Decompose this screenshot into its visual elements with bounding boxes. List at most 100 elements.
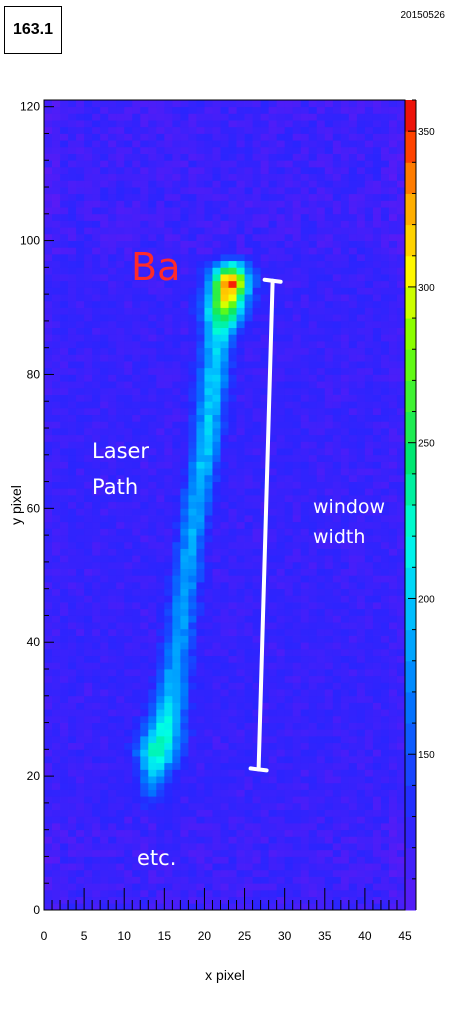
heatmap-cell bbox=[276, 622, 286, 630]
heatmap-cell bbox=[364, 314, 374, 322]
heatmap-cell bbox=[92, 856, 101, 864]
heatmap-cell bbox=[100, 682, 109, 690]
heatmap-cell bbox=[188, 468, 197, 476]
heatmap-cell bbox=[52, 367, 61, 375]
heatmap-cell bbox=[388, 555, 398, 563]
heatmap-cell bbox=[140, 889, 149, 898]
heatmap-cell bbox=[244, 602, 253, 610]
heatmap-cell bbox=[140, 849, 149, 857]
heatmap-cell bbox=[124, 428, 133, 436]
heatmap-cell bbox=[92, 622, 101, 630]
heatmap-cell bbox=[172, 782, 181, 790]
heatmap-cell bbox=[68, 889, 77, 898]
heatmap-cell bbox=[164, 461, 173, 469]
heatmap-cell bbox=[396, 448, 406, 456]
heatmap-cell bbox=[148, 528, 157, 536]
heatmap-cell bbox=[348, 595, 358, 603]
heatmap-cell bbox=[316, 180, 326, 188]
heatmap-cell bbox=[396, 709, 406, 717]
heatmap-cell bbox=[284, 173, 294, 181]
heatmap-cell bbox=[116, 247, 125, 255]
heatmap-cell bbox=[340, 173, 350, 181]
heatmap-cell bbox=[100, 575, 109, 583]
heatmap-cell bbox=[68, 428, 77, 436]
heatmap-cell bbox=[364, 843, 374, 851]
heatmap-cell bbox=[212, 568, 221, 576]
heatmap-cell bbox=[260, 628, 270, 636]
heatmap-cell bbox=[172, 555, 181, 563]
heatmap-cell bbox=[396, 796, 406, 804]
heatmap-cell bbox=[180, 535, 189, 543]
heatmap-cell bbox=[236, 822, 245, 831]
heatmap-cell bbox=[316, 494, 326, 503]
heatmap-cell bbox=[332, 541, 342, 549]
heatmap-cell bbox=[52, 568, 61, 576]
heatmap-cell bbox=[324, 682, 334, 690]
heatmap-cell bbox=[372, 287, 382, 295]
heatmap-cell bbox=[396, 327, 406, 335]
heatmap-cell bbox=[308, 689, 318, 697]
heatmap-cell bbox=[332, 300, 342, 308]
heatmap-cell bbox=[220, 735, 229, 744]
heatmap-cell bbox=[148, 481, 157, 489]
heatmap-cell bbox=[164, 468, 173, 476]
heatmap-cell bbox=[52, 856, 61, 864]
heatmap-cell bbox=[212, 729, 221, 737]
heatmap-cell bbox=[332, 535, 342, 543]
heatmap-cell bbox=[100, 515, 109, 523]
heatmap-cell bbox=[284, 347, 294, 355]
heatmap-cell bbox=[156, 615, 165, 623]
heatmap-cell bbox=[172, 508, 181, 516]
heatmap-cell bbox=[236, 401, 245, 409]
heatmap-cell bbox=[252, 802, 261, 810]
heatmap-cell bbox=[340, 340, 350, 349]
heatmap-cell bbox=[228, 669, 237, 677]
heatmap-cell bbox=[284, 883, 294, 891]
heatmap-cell bbox=[228, 474, 237, 482]
heatmap-cell bbox=[364, 528, 374, 536]
heatmap-cell bbox=[68, 481, 77, 489]
heatmap-cell bbox=[308, 300, 318, 308]
heatmap-cell bbox=[316, 300, 326, 308]
heatmap-cell bbox=[284, 689, 294, 697]
heatmap-cell bbox=[132, 240, 141, 248]
heatmap-cell bbox=[124, 414, 133, 422]
heatmap-cell bbox=[348, 561, 358, 569]
heatmap-cell bbox=[52, 635, 61, 643]
heatmap-cell bbox=[236, 809, 245, 817]
heatmap-cell bbox=[212, 588, 221, 596]
heatmap-cell bbox=[132, 280, 141, 288]
heatmap-cell bbox=[220, 367, 229, 375]
heatmap-cell bbox=[228, 253, 237, 262]
heatmap-cell bbox=[52, 488, 61, 496]
heatmap-cell bbox=[308, 468, 318, 476]
heatmap-cell bbox=[196, 367, 205, 375]
heatmap-cell bbox=[116, 568, 125, 576]
heatmap-cell bbox=[396, 622, 406, 630]
heatmap-cell bbox=[372, 294, 382, 302]
heatmap-cell bbox=[140, 709, 149, 717]
heatmap-cell bbox=[212, 622, 221, 630]
heatmap-cell bbox=[84, 401, 93, 409]
heatmap-cell bbox=[372, 448, 382, 456]
heatmap-cell bbox=[332, 709, 342, 717]
heatmap-cell bbox=[308, 521, 318, 529]
heatmap-cell bbox=[276, 575, 286, 583]
heatmap-cell bbox=[260, 782, 270, 790]
heatmap-cell bbox=[372, 361, 382, 369]
heatmap-cell bbox=[244, 555, 253, 563]
heatmap-cell bbox=[276, 173, 286, 181]
heatmap-cell bbox=[204, 320, 213, 328]
heatmap-cell bbox=[332, 903, 342, 911]
heatmap-cell bbox=[388, 642, 398, 650]
heatmap-cell bbox=[332, 187, 342, 195]
heatmap-cell bbox=[140, 581, 149, 590]
heatmap-cell bbox=[388, 608, 398, 616]
heatmap-cell bbox=[116, 729, 125, 737]
heatmap-cell bbox=[180, 876, 189, 884]
heatmap-cell bbox=[356, 561, 366, 569]
heatmap-cell bbox=[220, 340, 229, 349]
heatmap-cell bbox=[116, 635, 125, 643]
heatmap-cell bbox=[372, 347, 382, 355]
heatmap-cell bbox=[276, 782, 286, 790]
